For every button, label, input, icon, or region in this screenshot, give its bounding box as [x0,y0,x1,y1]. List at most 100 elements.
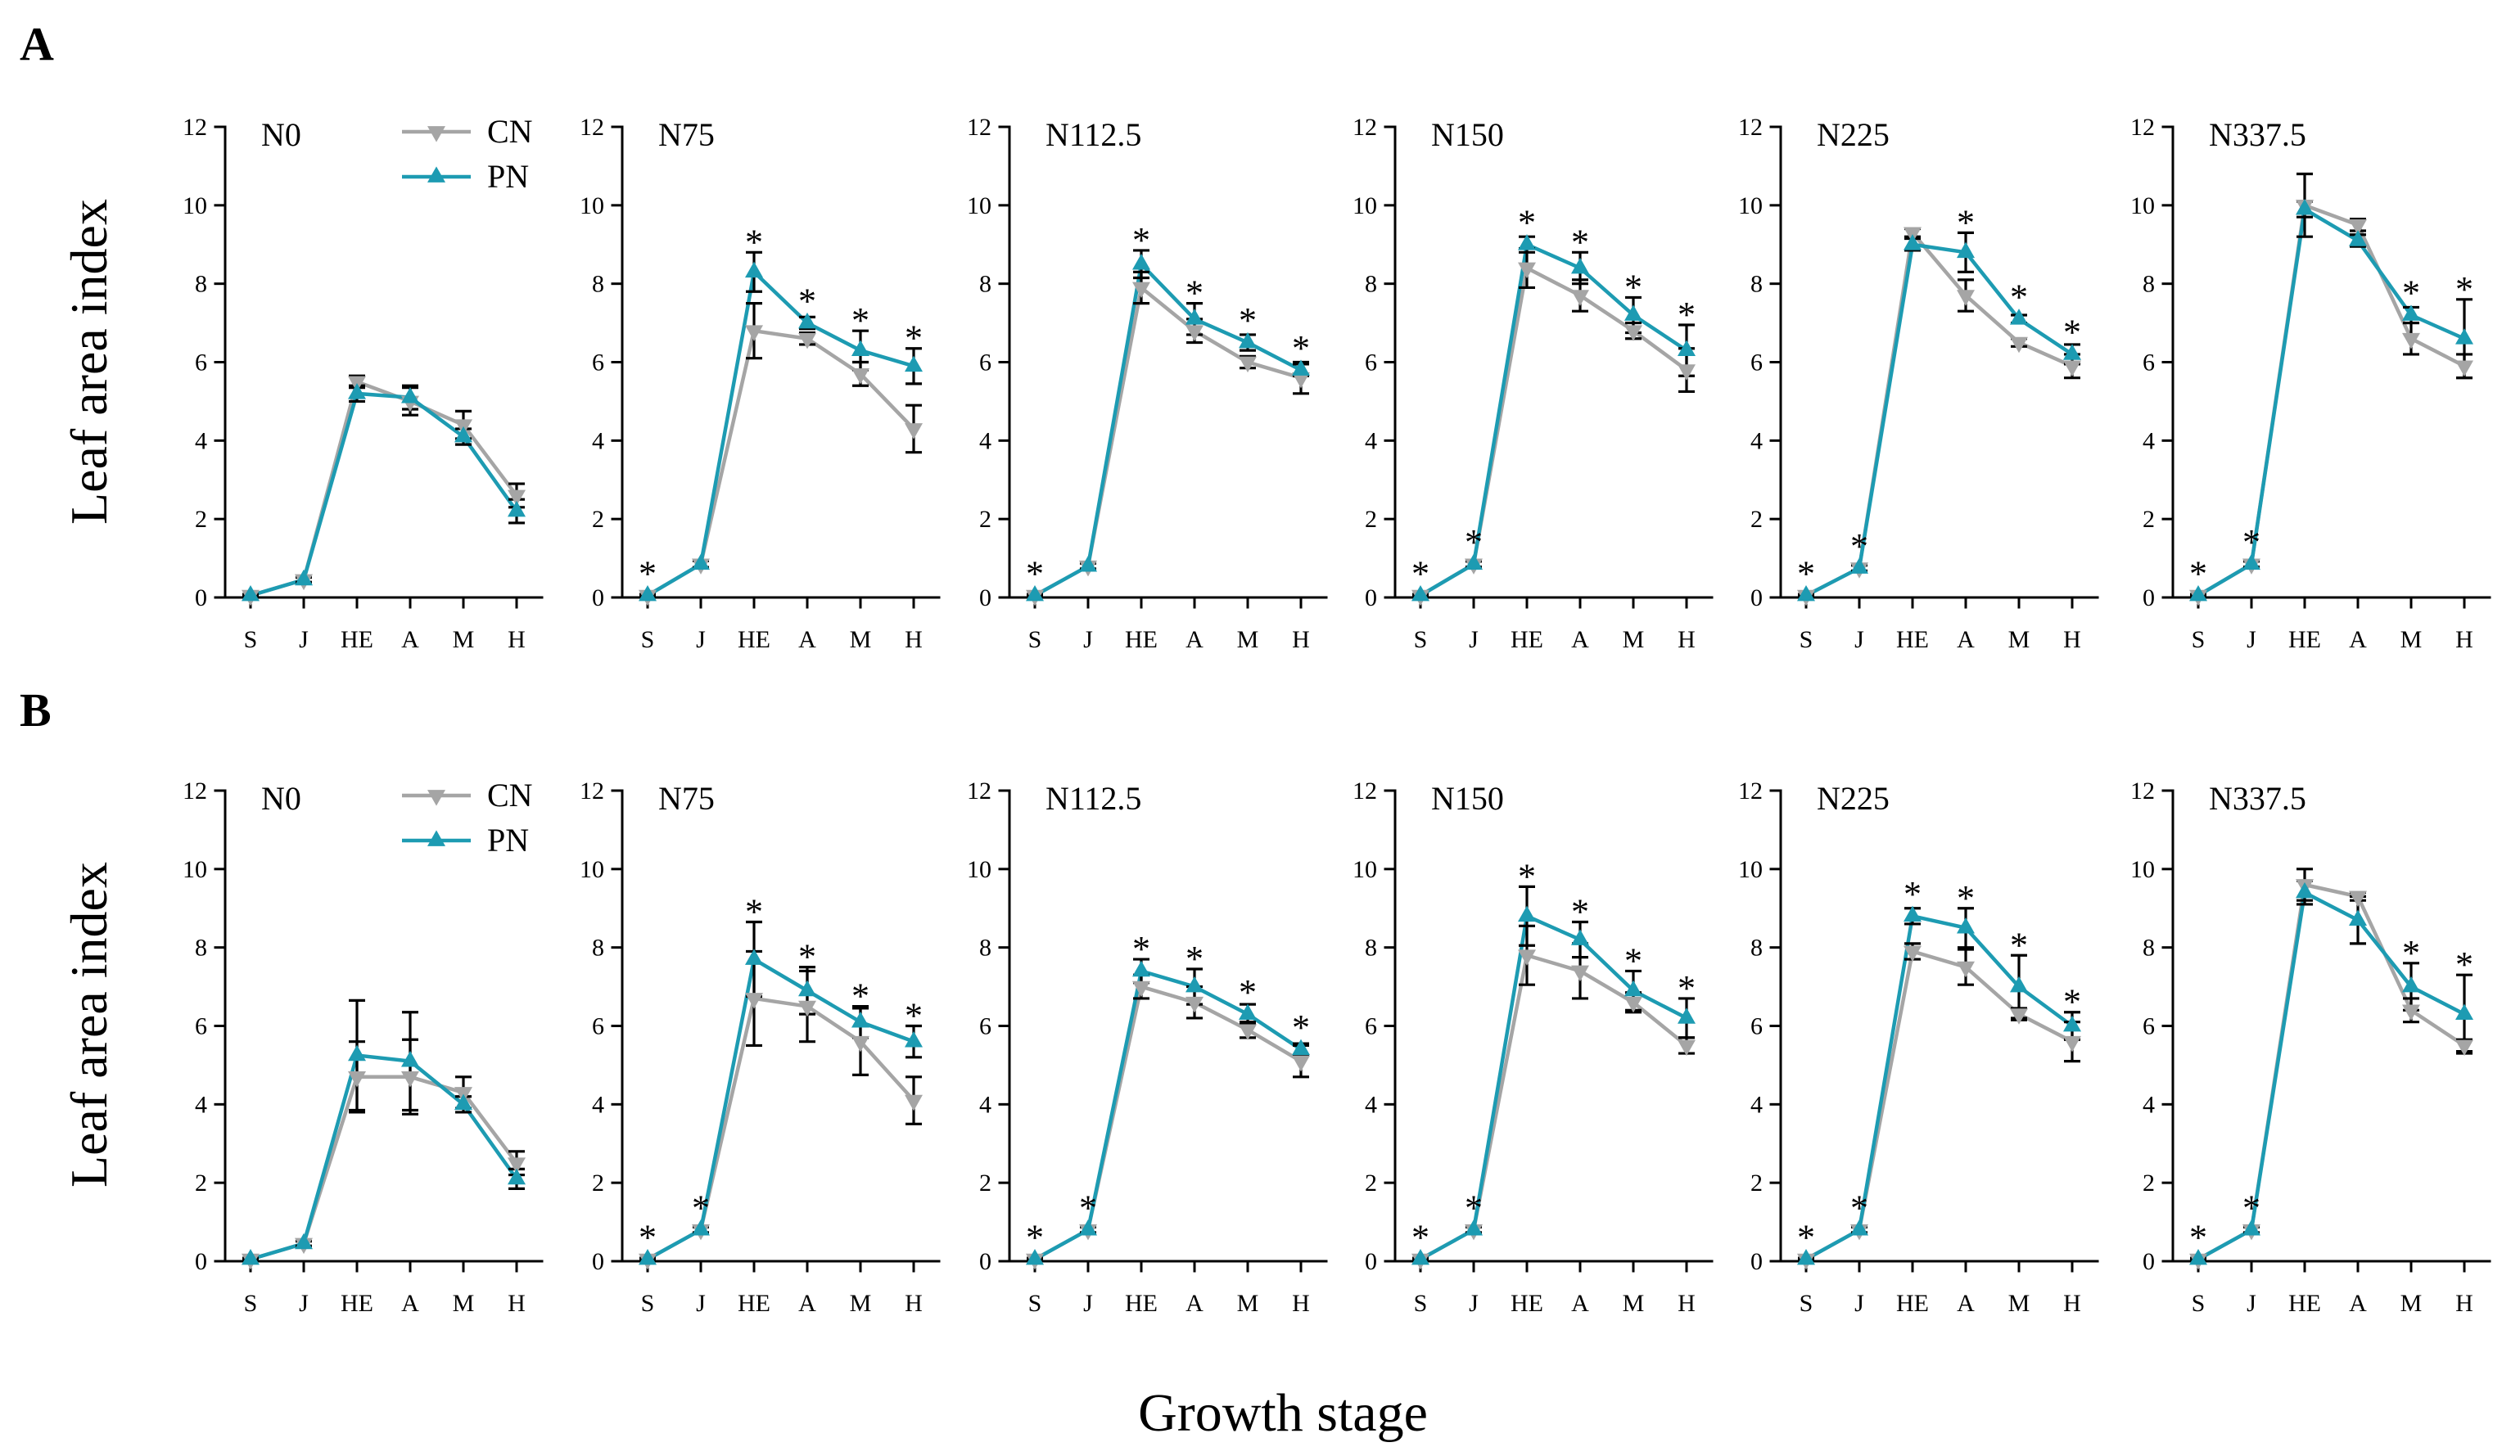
panel-b-n225: N225 0 2 4 6 8 10 12 S J HE A M H * * * * * * [1738,778,2099,1317]
significance-asterisk: * [2189,1217,2207,1257]
pn-series-line [1419,914,1688,1261]
x-tick-label: H [2455,626,2473,653]
pn-point-j [295,1233,313,1250]
x-tick-label: J [1469,626,1479,653]
panel-title: N75 [658,116,715,153]
x-tick-label: A [2349,626,2367,653]
pn-point-h [1678,340,1696,356]
cn-point-m [1624,325,1642,341]
cn-point-he [745,993,763,1009]
x-tick-label: A [2349,1290,2367,1317]
cn-point-he [1132,980,1150,998]
x-tick-label: A [1957,1290,1975,1317]
y-tick-label: 2 [592,506,604,533]
panel-title: N337.5 [2209,780,2306,817]
significance-asterisk: * [1850,526,1868,566]
cn-point-he [1518,262,1536,279]
significance-asterisk: * [1904,874,1922,914]
x-tick-label: S [1800,626,1813,653]
y-tick-label: 8 [592,935,604,962]
x-tick-label: H [1678,626,1696,653]
significance-asterisk: * [1026,1217,1044,1257]
pn-point-h [2455,1003,2473,1020]
panel-title: N150 [1431,116,1504,153]
x-tick-label: S [1800,1290,1813,1317]
y-tick-label: 12 [580,778,604,805]
significance-asterisk: * [2063,982,2081,1022]
y-tick-label: 10 [580,192,604,219]
y-tick-label: 2 [1750,506,1763,533]
pn-series-line [1804,242,2074,597]
pn-point-he [348,383,366,399]
pn-point-h [905,1031,923,1048]
x-tick-label: S [244,626,258,653]
x-tick-label: HE [1511,626,1543,653]
x-tick-label: M [453,1290,475,1317]
chart-panels: N0 0 2 4 6 8 10 12 S J HE A M H CN PN N75 0 2 4 6 8 10 12 S J HE A M… [183,113,2491,1317]
y-tick-label: 6 [2143,349,2155,376]
y-tick-label: 4 [592,427,604,454]
cn-point-h [2455,360,2473,376]
legend: CN PN [402,113,533,195]
x-tick-label: J [299,626,309,653]
y-tick-label: 0 [592,1248,604,1275]
significance-asterisk: * [2455,944,2473,985]
x-tick-label: H [1292,1290,1310,1317]
significance-asterisk: * [1850,1188,1868,1228]
panel-title: N75 [658,780,715,817]
y-tick-label: 4 [979,427,991,454]
cn-point-m [851,1035,869,1053]
cn-point-h [508,1157,526,1174]
x-tick-label: A [1185,1290,1204,1317]
panel-a-n112-5: N112.5 0 2 4 6 8 10 12 S J HE A M H * * * * * [967,114,1328,653]
cn-point-he [348,1071,366,1088]
legend-cn-marker [427,126,445,142]
y-tick-label: 10 [1353,192,1377,219]
pn-point-a [401,1050,419,1067]
panel-b-n337-5: N337.5 0 2 4 6 8 10 12 S J HE A M H * * * * [2130,778,2491,1317]
pn-point-j [2242,1219,2260,1236]
y-tick-label: 4 [195,427,207,454]
x-tick-label: A [401,1290,419,1317]
pn-point-h [508,1168,526,1185]
cn-point-a [798,332,816,349]
y-tick-label: 0 [195,1248,207,1275]
pn-point-a [1957,917,1975,934]
x-tick-label: S [641,1290,655,1317]
significance-asterisk: * [1678,295,1696,335]
panel-title: N225 [1817,116,1890,153]
significance-asterisk: * [851,300,869,340]
legend-cn-label: CN [487,113,533,150]
cn-point-m [2010,336,2028,354]
pn-point-s [2189,1248,2207,1265]
y-tick-label: 2 [592,1170,604,1197]
pn-point-s [639,1248,657,1265]
significance-asterisk: * [1465,522,1483,562]
x-tick-label: H [905,1290,923,1317]
cn-point-h [508,489,526,507]
significance-asterisk: * [1411,1217,1429,1257]
y-tick-label: 6 [979,349,991,376]
cn-point-h [1292,372,1310,389]
x-tick-label: A [401,626,419,653]
pn-point-a [2349,230,2367,246]
y-tick-label: 10 [967,856,991,883]
pn-point-a [2349,909,2367,926]
panel-a-n0: N0 0 2 4 6 8 10 12 S J HE A M H CN PN [183,113,544,653]
y-tick-label: 4 [1365,1091,1377,1118]
x-tick-label: HE [2288,626,2321,653]
pn-point-h [2063,344,2081,360]
y-tick-label: 0 [1365,584,1377,611]
pn-point-m [2402,304,2420,321]
pn-point-h [905,355,923,372]
pn-point-m [851,1012,869,1028]
x-tick-label: M [453,626,475,653]
y-tick-label: 6 [1365,349,1377,376]
y-tick-label: 2 [1750,1170,1763,1197]
significance-asterisk: * [851,976,869,1016]
x-tick-label: H [2455,1290,2473,1317]
cn-point-a [2349,890,2367,908]
pn-series-line [1804,914,2074,1261]
y-tick-label: 6 [2143,1013,2155,1040]
